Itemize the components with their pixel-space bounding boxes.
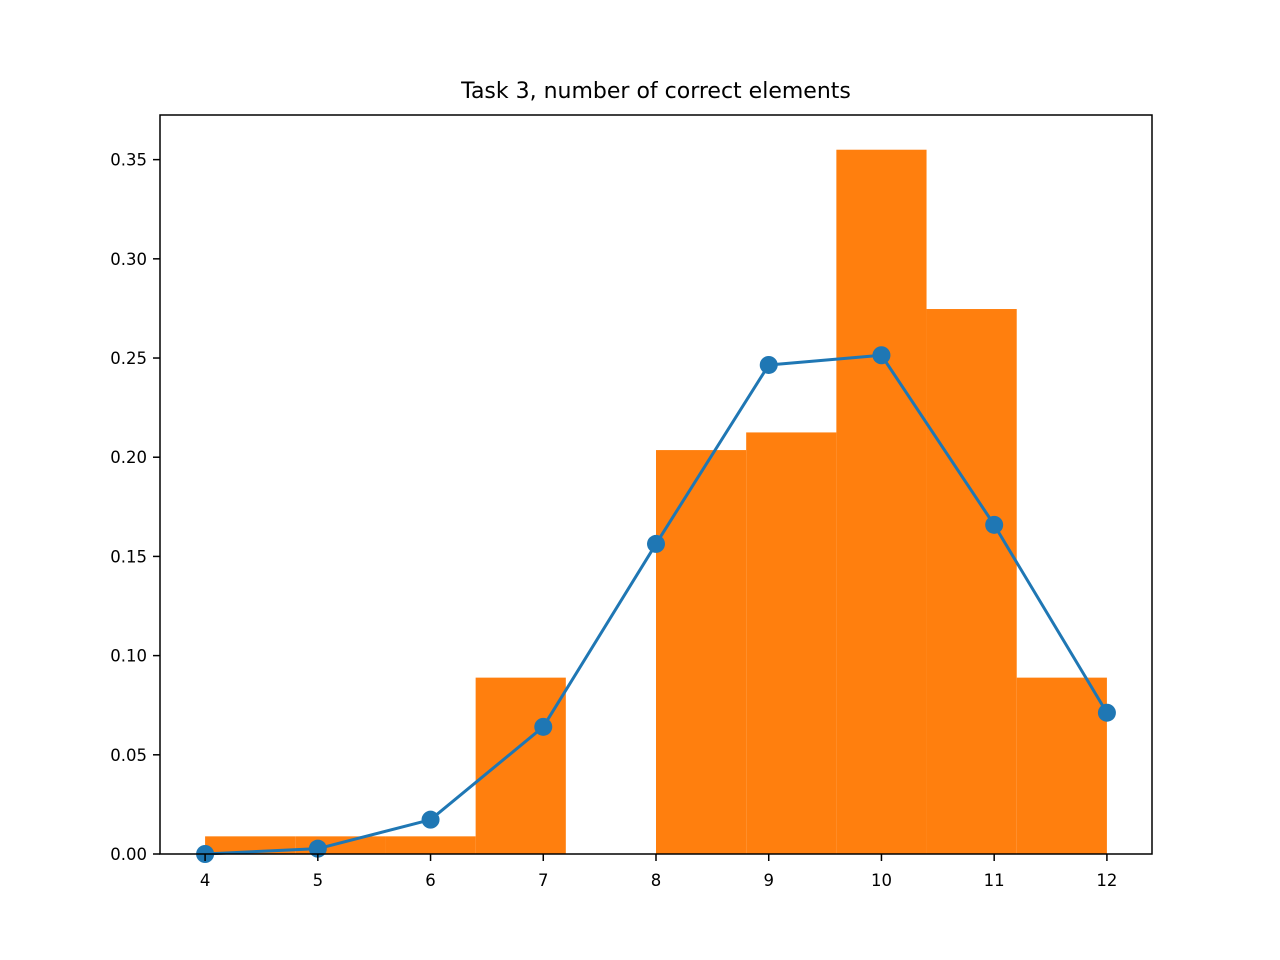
y-tick-label: 0.20 xyxy=(110,448,147,467)
series-point xyxy=(759,355,778,374)
series-point xyxy=(1097,703,1116,722)
y-tick-label: 0.25 xyxy=(110,349,147,368)
x-tick-label: 7 xyxy=(538,871,549,890)
histogram-bar xyxy=(385,836,476,854)
y-tick-label: 0.10 xyxy=(110,647,147,666)
series-point xyxy=(421,810,440,829)
data-series-markers xyxy=(196,346,1116,863)
y-tick-label: 0.30 xyxy=(110,250,147,269)
x-tick-label: 11 xyxy=(984,871,1005,890)
histogram-bar xyxy=(746,432,837,854)
x-tick-label: 6 xyxy=(425,871,436,890)
histogram-bar xyxy=(656,450,747,854)
histogram-bar xyxy=(836,149,927,854)
chart-title: Task 3, number of correct elements xyxy=(460,79,851,104)
histogram-bar xyxy=(1016,677,1107,854)
histogram-bar xyxy=(295,836,386,854)
y-tick-label: 0.35 xyxy=(110,151,147,170)
x-tick-label: 12 xyxy=(1096,871,1117,890)
x-tick-label: 9 xyxy=(763,871,774,890)
x-tick-label: 8 xyxy=(651,871,662,890)
series-point xyxy=(985,515,1004,534)
histogram-bar xyxy=(475,677,566,854)
y-tick-label: 0.00 xyxy=(110,845,147,864)
series-point xyxy=(308,839,327,858)
y-axis: 0.00 0.05 0.10 0.15 0.20 0.25 0.30 0.35 xyxy=(110,151,160,864)
y-tick-label: 0.15 xyxy=(110,547,147,566)
y-tick-label: 0.05 xyxy=(110,746,147,765)
histogram-bar xyxy=(926,309,1017,855)
series-point xyxy=(872,346,891,365)
x-tick-label: 4 xyxy=(200,871,211,890)
series-point xyxy=(647,534,665,553)
x-tick-label: 10 xyxy=(871,871,892,890)
series-point xyxy=(534,717,553,736)
x-tick-label: 5 xyxy=(313,871,324,890)
x-axis: 4 5 6 7 8 9 10 11 12 xyxy=(200,854,1117,890)
